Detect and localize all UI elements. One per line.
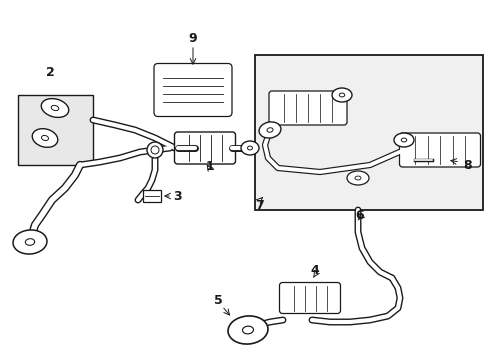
Circle shape [147,142,163,158]
Text: 8: 8 [463,158,471,171]
Ellipse shape [266,128,272,132]
Text: 4: 4 [310,264,319,276]
Ellipse shape [241,141,259,155]
Ellipse shape [259,122,280,138]
Ellipse shape [247,146,252,150]
FancyBboxPatch shape [399,133,480,167]
Ellipse shape [401,138,406,142]
Ellipse shape [32,129,58,147]
Ellipse shape [41,99,69,117]
Ellipse shape [41,135,48,140]
Ellipse shape [227,316,267,344]
Ellipse shape [13,230,47,254]
Ellipse shape [242,326,253,334]
Circle shape [151,146,159,154]
Text: 2: 2 [45,66,54,78]
FancyBboxPatch shape [279,283,340,314]
Text: 6: 6 [355,208,364,221]
Ellipse shape [339,93,344,97]
Text: 9: 9 [188,32,197,45]
Text: 7: 7 [255,198,264,212]
Text: 3: 3 [173,189,182,202]
Ellipse shape [346,171,368,185]
Bar [142,190,161,202]
Ellipse shape [25,239,35,245]
FancyBboxPatch shape [268,91,346,125]
Ellipse shape [393,133,413,147]
Bar [18,95,93,165]
Text: 5: 5 [213,293,222,306]
Text: 1: 1 [205,159,214,172]
Ellipse shape [354,176,360,180]
Bar [254,55,482,210]
Ellipse shape [51,105,59,111]
FancyBboxPatch shape [174,132,235,164]
FancyBboxPatch shape [154,63,231,117]
Ellipse shape [331,88,351,102]
